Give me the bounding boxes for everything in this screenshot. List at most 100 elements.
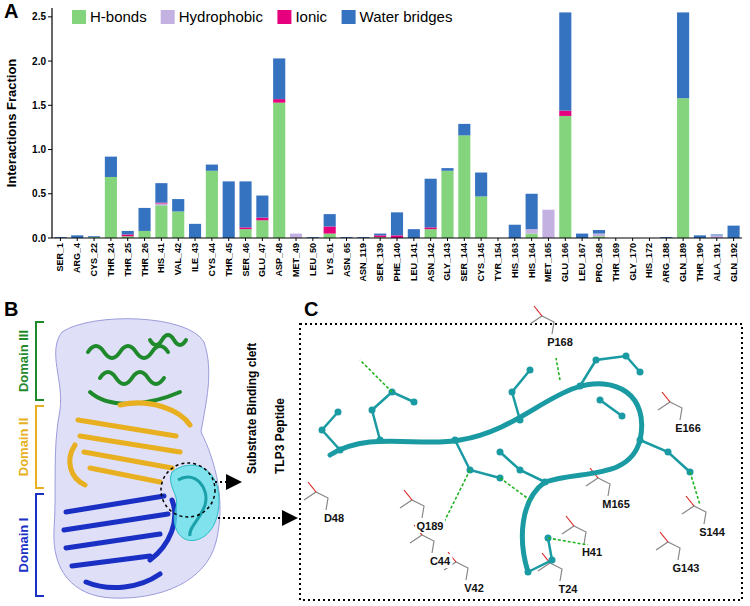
bar-segment — [206, 171, 218, 238]
residue-label: T24 — [559, 583, 579, 595]
annotation: TLP3 Peptide — [273, 398, 287, 474]
atom — [369, 407, 376, 414]
label-patch — [674, 421, 703, 435]
x-tick-label: THR_25 — [123, 243, 133, 277]
domain-bracket — [36, 494, 44, 596]
bar-segment — [88, 236, 100, 238]
legend-swatch — [72, 10, 86, 24]
x-tick-label: GLY_170 — [628, 243, 638, 281]
bar-segment — [223, 181, 235, 238]
x-tick — [329, 238, 330, 241]
atom — [517, 417, 524, 424]
residue-stick — [304, 492, 328, 510]
atom — [335, 409, 342, 416]
x-tick — [279, 238, 280, 241]
bar-segment — [172, 199, 184, 211]
atom — [497, 449, 504, 456]
side-chain — [455, 440, 500, 478]
x-tick-label: HIS_164 — [527, 243, 537, 278]
bar-segment — [391, 212, 403, 235]
bar-segment — [677, 12, 689, 98]
label-patch — [546, 335, 575, 349]
label-patch — [463, 581, 486, 595]
x-tick-label: VAL_42 — [173, 243, 183, 275]
x-tick — [161, 238, 162, 241]
ribbon — [84, 452, 172, 468]
atom — [377, 437, 384, 444]
x-tick-label: ASN_65 — [342, 243, 352, 277]
bar-segment — [172, 211, 184, 238]
residue-stick — [586, 478, 610, 496]
hbond — [500, 478, 530, 500]
x-tick — [716, 238, 717, 241]
side-chain — [640, 440, 690, 472]
bar-segment — [273, 58, 285, 99]
x-tick — [464, 238, 465, 241]
bar-segment — [374, 235, 386, 237]
x-tick — [380, 238, 381, 241]
atom — [319, 427, 326, 434]
atom — [623, 353, 630, 360]
x-tick-label: SER_46 — [241, 243, 251, 277]
x-tick — [127, 238, 128, 241]
hbond — [690, 472, 700, 505]
ribbon — [100, 372, 164, 384]
bar-segment — [155, 205, 167, 238]
x-tick-label: GLN_189 — [678, 243, 688, 282]
bar-segment — [425, 227, 437, 229]
bar-segment — [526, 194, 538, 229]
atom — [665, 449, 672, 456]
label-patch — [428, 554, 452, 568]
atom — [637, 369, 644, 376]
ribbon — [120, 403, 190, 425]
residue-label: V42 — [464, 582, 484, 594]
bar-segment — [273, 103, 285, 238]
bar-segment — [155, 204, 167, 206]
x-tick — [77, 238, 78, 241]
x-tick — [211, 238, 212, 241]
x-tick — [397, 238, 398, 241]
residue-label: Q189 — [417, 520, 444, 532]
bar-segment — [122, 234, 134, 236]
residue-label: D48 — [324, 512, 344, 524]
y-tick — [48, 238, 52, 239]
x-tick — [110, 238, 111, 241]
protein-structure — [54, 319, 220, 598]
bar-segment — [475, 196, 487, 238]
x-tick-label: ARG_4 — [72, 243, 82, 273]
x-tick-label: MET_165 — [543, 243, 553, 282]
x-tick-label: GLN_192 — [729, 243, 739, 282]
x-tick-label: GLU_166 — [560, 243, 570, 282]
y-axis — [51, 8, 52, 238]
bar-segment — [290, 234, 302, 238]
bar-segment — [189, 224, 201, 238]
bar-segment — [711, 235, 723, 236]
residue-label: M165 — [602, 498, 630, 510]
residue-stick — [308, 482, 316, 492]
x-tick — [615, 238, 616, 241]
x-tick — [683, 238, 684, 241]
ribbon — [64, 514, 168, 530]
residue-stick — [410, 535, 434, 553]
ribbon — [78, 420, 176, 436]
x-tick-label: GLY_143 — [442, 243, 452, 281]
bar-segment — [324, 227, 336, 234]
arrow — [218, 517, 296, 519]
x-tick — [413, 238, 414, 241]
bar-segment — [458, 124, 470, 136]
bar-segment — [256, 218, 268, 221]
x-tick-label: LEU_141 — [409, 243, 419, 281]
side-chain — [580, 356, 640, 386]
ribbon — [88, 346, 168, 358]
x-tick-label: ALA_191 — [712, 243, 722, 282]
bar-segment — [256, 196, 268, 218]
residue-stick — [656, 542, 680, 560]
x-tick — [649, 238, 650, 241]
bar-segment — [273, 99, 285, 103]
y-tick — [48, 61, 52, 62]
bar-segment — [239, 229, 251, 238]
x-tick — [144, 238, 145, 241]
annotation: Substrate Binding cleft — [245, 343, 259, 474]
x-tick — [94, 238, 95, 241]
label-patch — [698, 525, 728, 539]
